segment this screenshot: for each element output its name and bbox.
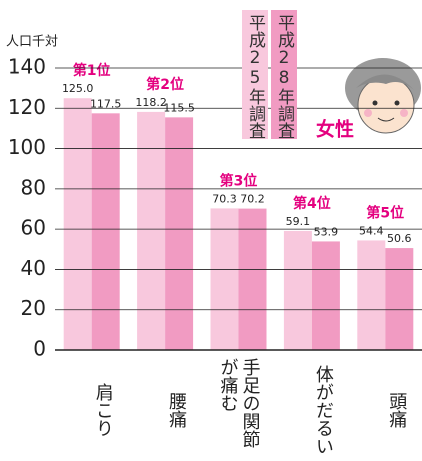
value-label: 125.0: [62, 82, 94, 95]
x-tick-label: 体がだるい: [290, 358, 334, 461]
y-tick-label: 0: [33, 337, 46, 361]
y-tick-label: 40: [21, 256, 46, 280]
rank-label: 第3位: [220, 172, 258, 189]
x-tick-label: 腰痛: [143, 358, 187, 461]
x-tick-label: 肩こり: [70, 358, 114, 461]
bar: [239, 209, 267, 350]
value-label: 118.2: [135, 96, 167, 109]
chart: 人口千対 女性 125.0117.5第1位118.2115.5第2位70.370…: [0, 0, 422, 461]
y-tick-label: 80: [21, 175, 46, 199]
legend-entry: 平成25年調査: [242, 10, 268, 139]
bar: [137, 112, 165, 350]
bar: [64, 98, 92, 350]
y-tick-label: 120: [8, 95, 46, 119]
y-tick-label: 100: [8, 135, 46, 159]
bar: [312, 241, 340, 350]
value-label: 59.1: [286, 215, 311, 228]
bar: [284, 231, 312, 350]
rank-label: 第2位: [146, 76, 184, 93]
plot: 人口千対 女性 125.0117.5第1位118.2115.5第2位70.370…: [0, 0, 422, 461]
x-tick-label: 手足の関節が痛む: [217, 358, 261, 461]
value-label: 50.6: [387, 232, 412, 245]
illustration: [345, 58, 421, 133]
bar: [357, 240, 385, 350]
value-label: 53.9: [314, 225, 339, 238]
rank-label: 第4位: [293, 195, 331, 212]
bar: [165, 117, 193, 350]
y-tick-label: 60: [21, 216, 46, 240]
y-axis-label: 人口千対: [6, 35, 58, 50]
value-label: 54.4: [359, 224, 384, 237]
bar: [385, 248, 413, 350]
annotation: 女性: [316, 118, 354, 141]
value-label: 70.3: [212, 192, 237, 205]
bar: [211, 208, 239, 350]
value-label: 70.2: [240, 193, 265, 206]
rank-label: 第1位: [73, 62, 111, 79]
x-tick-label: 頭痛: [363, 358, 407, 461]
y-tick-label: 20: [21, 296, 46, 320]
rank-label: 第5位: [366, 204, 404, 221]
value-label: 115.5: [163, 101, 195, 114]
y-tick-label: 140: [8, 55, 46, 79]
legend-entry: 平成28年調査: [271, 10, 297, 139]
